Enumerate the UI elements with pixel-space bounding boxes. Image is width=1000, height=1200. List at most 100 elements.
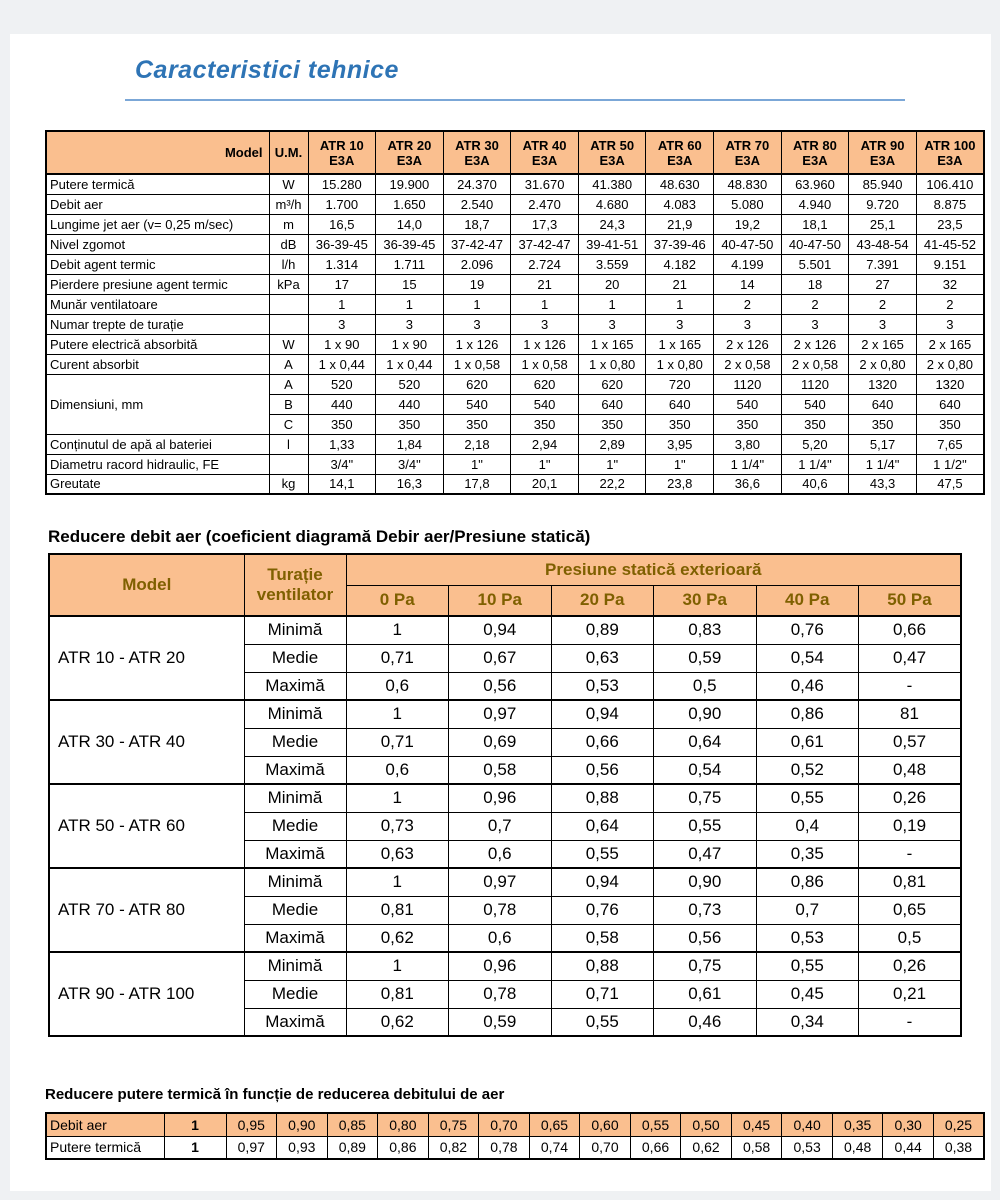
page-title: Caracteristici tehnice: [135, 56, 399, 84]
airflow-header-pressure: Presiune statică exterioară: [345, 553, 962, 586]
airflow-model-label: ATR 90 - ATR 100: [48, 951, 245, 1037]
power-value-cell: 1: [163, 1112, 227, 1137]
spec-value-cell: 25,1: [848, 213, 917, 235]
airflow-value-cell: 0,53: [550, 671, 654, 701]
airflow-value-cell: 0,97: [448, 867, 552, 897]
airflow-header-row-2: 0 Pa 10 Pa 20 Pa 30 Pa 40 Pa 50 Pa: [49, 584, 962, 617]
airflow-value-cell: 0,67: [448, 643, 552, 673]
airflow-model-group: ATR 50 - ATR 60 Minimă 1 0,96 0,88 0,75 0,55 0,…: [48, 783, 962, 869]
title-underline: [125, 99, 905, 101]
airflow-value-cell: 0,56: [550, 755, 654, 785]
airflow-value-cell: 0,48: [858, 755, 962, 785]
spec-value-cell: 640: [848, 393, 917, 415]
spec-value-cell: 22,2: [577, 473, 647, 495]
spec-row-label: Numar trepte de turație: [45, 313, 270, 335]
spec-value-cell: 520: [307, 373, 377, 395]
spec-value-cell: 540: [510, 393, 579, 415]
airflow-row: Maximă 0,62 0,59 0,55 0,46 0,34-: [49, 1007, 962, 1037]
airflow-value-cell: 1: [345, 867, 449, 897]
airflow-header-speed: Turație ventilator: [243, 553, 347, 617]
spec-table-row: Dimensiuni, mm A 520 520 620 620 620 720 1120 112…: [45, 373, 985, 435]
spec-value-cell: 18,7: [442, 213, 512, 235]
spec-row-label: Putere electrică absorbită: [45, 333, 270, 355]
spec-value-cell: 23,5: [915, 213, 985, 235]
power-value-cell: 0,44: [882, 1135, 934, 1160]
spec-value-cell: 520: [375, 373, 444, 395]
spec-value-cell: 640: [915, 393, 985, 415]
spec-um-cell: m³/h: [268, 193, 309, 215]
airflow-value-cell: 0,53: [755, 923, 859, 953]
airflow-value-cell: -: [858, 671, 962, 701]
spec-value-cell: 540: [442, 393, 512, 415]
spec-value-cell: 2 x 165: [848, 333, 917, 355]
spec-value-cell: 1 x 90: [375, 333, 444, 355]
spec-value-cell: 4.083: [645, 193, 715, 215]
pa-column-header: 20 Pa: [550, 584, 654, 617]
airflow-speed-label: Maximă: [243, 755, 347, 785]
airflow-value-cell: 1: [345, 615, 449, 645]
spec-value-cell: 4.199: [713, 253, 782, 275]
spec-value-cell: 1120: [780, 373, 850, 395]
spec-value-cell: 1: [577, 293, 647, 315]
airflow-value-cell: 0,76: [550, 895, 654, 925]
spec-value-cell: 3.559: [577, 253, 647, 275]
airflow-value-cell: 0,5: [858, 923, 962, 953]
airflow-row: ATR 90 - ATR 100 Minimă 1 0,96 0,88 0,75 0,55 0…: [48, 951, 962, 1037]
spec-table-row: Debit aer m³/h 1.700 1.650 2.540 2.470 4.680 4.…: [45, 193, 985, 215]
airflow-model-label: ATR 30 - ATR 40: [48, 699, 245, 785]
power-value-cell: 0,60: [579, 1112, 631, 1137]
airflow-row: Medie 0,73 0,7 0,64 0,55 0,4 0,19: [49, 811, 962, 841]
spec-value-cell: 620: [442, 373, 512, 395]
power-value-cell: 0,48: [831, 1135, 884, 1160]
spec-value-cell: 1 1/4": [848, 453, 917, 475]
spec-value-cell: 1.650: [375, 193, 444, 215]
airflow-model-group: ATR 30 - ATR 40 Minimă 1 0,97 0,94 0,90 0,86 81…: [48, 699, 962, 785]
spec-value-cell: 14,0: [375, 213, 444, 235]
spec-um-cell: kg: [268, 473, 309, 495]
spec-value-cell: 1: [645, 293, 715, 315]
airflow-value-cell: 0,5: [653, 671, 757, 701]
power-value-cell: 0,35: [831, 1112, 884, 1137]
spec-value-cell: 3,80: [713, 433, 782, 455]
power-value-cell: 0,78: [478, 1135, 530, 1160]
airflow-value-cell: 0,58: [448, 755, 552, 785]
spec-table-row: Numar trepte de turație 3 3 3 3 3 3 3 3 3 3: [45, 313, 985, 335]
airflow-value-cell: 0,57: [858, 727, 962, 757]
spec-value-cell: 32: [915, 273, 985, 295]
airflow-table-caption: Reducere debit aer (coeficient diagramă …: [48, 527, 591, 546]
power-value-cell: 0,85: [326, 1112, 379, 1137]
spec-value-cell: 17,3: [510, 213, 579, 235]
spec-value-cell: 5,17: [848, 433, 917, 455]
airflow-value-cell: 0,61: [755, 727, 859, 757]
power-value-cell: 0,38: [932, 1135, 985, 1160]
spec-table-row: Putere electrică absorbită W 1 x 90 1 x 90 1…: [45, 333, 985, 355]
airflow-value-cell: 0,46: [653, 1007, 757, 1037]
spec-value-cell: 720: [645, 373, 715, 395]
spec-value-cell: 1": [510, 453, 579, 475]
spec-value-cell: 21,9: [645, 213, 715, 235]
spec-value-cell: 21: [510, 273, 579, 295]
model-column-header: ATR 30 E3A: [442, 130, 512, 175]
power-value-cell: 0,95: [225, 1112, 278, 1137]
spec-um-cell: W: [268, 173, 309, 195]
airflow-value-cell: 0,19: [858, 811, 962, 841]
spec-value-cell: 2 x 0,58: [713, 353, 782, 375]
spec-um-cell: A: [268, 373, 309, 395]
spec-value-cell: 540: [713, 393, 782, 415]
airflow-value-cell: 0,65: [858, 895, 962, 925]
spec-value-cell: 2 x 0,80: [848, 353, 917, 375]
airflow-value-cell: 0,69: [448, 727, 552, 757]
power-row-label: Debit aer: [45, 1112, 165, 1137]
spec-value-cell: 19: [442, 273, 512, 295]
power-value-cell: 0,90: [276, 1112, 328, 1137]
spec-value-cell: 1: [307, 293, 377, 315]
airflow-value-cell: 0,62: [345, 923, 449, 953]
spec-row-label: Nivel zgomot: [45, 233, 270, 255]
spec-header-um: U.M.: [268, 130, 309, 175]
spec-value-cell: 14: [713, 273, 782, 295]
airflow-value-cell: 0,47: [858, 643, 962, 673]
airflow-value-cell: 0,46: [755, 671, 859, 701]
airflow-value-cell: 0,55: [755, 951, 859, 981]
airflow-row: Maximă 0,6 0,58 0,56 0,54 0,52 0,48: [49, 755, 962, 785]
airflow-value-cell: 0,56: [653, 923, 757, 953]
